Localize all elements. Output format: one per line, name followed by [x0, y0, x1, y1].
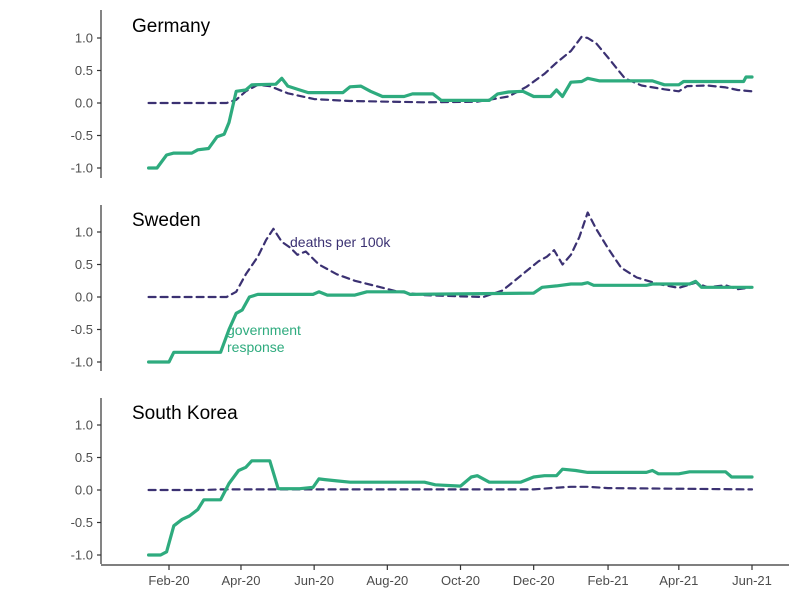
deaths-annotation: deaths per 100k [290, 234, 391, 250]
y-tick-label: 0.0 [75, 290, 93, 305]
panel-sweden: Sweden deaths per 100k government respon… [71, 205, 754, 371]
y-tick-label: 0.0 [75, 483, 93, 498]
y-tick-label: 1.0 [75, 225, 93, 240]
deaths-line [147, 35, 754, 105]
response-line [147, 75, 754, 170]
response-line [147, 279, 754, 364]
x-tick-label: Feb-20 [148, 573, 189, 588]
panel-title: Sweden [132, 210, 201, 231]
y-tick-label: 0.0 [75, 96, 93, 111]
x-tick-label: Jun-21 [732, 573, 772, 588]
response-annotation-line1: government [227, 322, 301, 338]
y-tick-label: 1.0 [75, 418, 93, 433]
x-tick-label: Apr-20 [221, 573, 260, 588]
panel-title: Germany [132, 16, 211, 37]
x-tick-label: Dec-20 [513, 573, 555, 588]
y-tick-label: -0.5 [71, 128, 93, 143]
x-tick-label: Apr-21 [659, 573, 698, 588]
panel-south-korea: South Korea 1.0 0.5 0.0 -0.5 -1.0 [71, 398, 754, 564]
y-tick-label: -0.5 [71, 322, 93, 337]
x-tick-label: Feb-21 [587, 573, 628, 588]
x-axis: Feb-20 Apr-20 Jun-20 Aug-20 Oct-20 Dec-20 Feb-… [101, 564, 789, 588]
deaths-line [147, 211, 754, 299]
y-tick-label: 0.5 [75, 450, 93, 465]
panel-title: South Korea [132, 403, 238, 424]
y-tick-label: 0.5 [75, 63, 93, 78]
y-tick-label: -0.5 [71, 515, 93, 530]
y-tick-label: 1.0 [75, 31, 93, 46]
y-tick-label: 0.5 [75, 257, 93, 272]
panel-germany: Germany 1.0 0.5 0.0 -0.5 -1.0 [71, 10, 754, 178]
response-annotation-line2: response [227, 339, 285, 355]
x-tick-label: Aug-20 [366, 573, 408, 588]
x-tick-label: Jun-20 [294, 573, 334, 588]
x-tick-label: Oct-20 [441, 573, 480, 588]
y-tick-label: -1.0 [71, 161, 93, 176]
response-line [147, 459, 754, 557]
y-tick-label: -1.0 [71, 548, 93, 563]
deaths-line [147, 485, 754, 492]
y-tick-label: -1.0 [71, 355, 93, 370]
